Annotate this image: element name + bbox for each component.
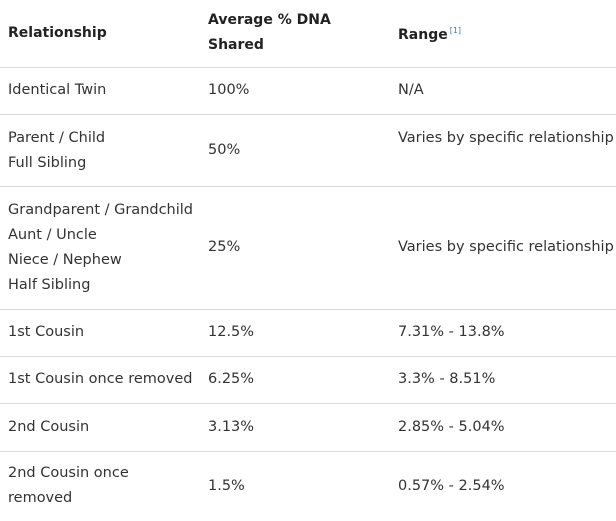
header-average-line-2: Shared — [208, 37, 264, 54]
relationship-line: Grandparent / Grandchild — [8, 201, 194, 218]
relationship-line: Half Sibling — [8, 276, 91, 293]
cell-average: 6.25% — [200, 356, 390, 404]
range-footnote-link[interactable]: [1] — [449, 26, 462, 36]
cell-average: 25% — [200, 186, 390, 310]
table-header-row: Relationship Average % DNA Shared Range[… — [0, 0, 616, 68]
cell-relationship: 1st Cousin once removed — [0, 356, 200, 404]
cell-range: 0.57% - 2.54% — [398, 477, 505, 494]
relationship-line: Identical Twin — [8, 82, 107, 98]
header-range: Range [1] — [390, 0, 616, 68]
relationship-line: Aunt / Uncle — [8, 226, 97, 243]
cell-average: 100% — [200, 67, 390, 115]
table-row: 1st Cousin 12.5% 7.31% - 13.8% — [0, 309, 616, 357]
relationship-line: removed — [8, 490, 73, 506]
table-row: Grandparent / Grandchild Aunt / Uncle Ni… — [0, 186, 616, 310]
table-row: Identical Twin 100% N/A — [0, 67, 616, 115]
relationship-line: 2nd Cousin — [8, 418, 90, 435]
header-range-label: Range — [398, 27, 448, 44]
cell-relationship: Parent / Child Full Sibling — [0, 114, 200, 187]
cell-average: 1.5% — [208, 477, 245, 494]
relationship-line: Niece / Nephew — [8, 251, 122, 268]
cell-relationship: Identical Twin — [0, 67, 200, 115]
relationship-line: 1st Cousin once removed — [8, 371, 193, 387]
relationship-line: 1st Cousin — [8, 324, 85, 340]
cell-average: 50% — [200, 114, 390, 187]
relationship-line: 2nd Cousin once — [8, 465, 129, 481]
cell-relationship: 2nd Cousin once removed — [0, 451, 200, 521]
cell-range: N/A — [390, 67, 616, 115]
cell-range: 2.85% - 5.04% — [390, 403, 616, 452]
table-row: 2nd Cousin 3.13% 2.85% - 5.04% — [0, 403, 616, 452]
cell-average: 12.5% — [200, 309, 390, 357]
header-relationship: Relationship — [0, 0, 200, 68]
table-row: 2nd Cousin once removed 1.5% 0.57% - 2.5… — [0, 451, 616, 521]
cell-relationship: 1st Cousin — [0, 309, 200, 357]
table-row: 1st Cousin once removed 6.25% 3.3% - 8.5… — [0, 356, 616, 404]
cell-range: Varies by specific relationship — [390, 186, 616, 310]
header-average-line-1: Average % DNA — [208, 12, 331, 29]
relationship-line: Parent / Child — [8, 129, 106, 146]
cell-range: 7.31% - 13.8% — [390, 309, 616, 357]
cell-relationship: Grandparent / Grandchild Aunt / Uncle Ni… — [0, 186, 200, 310]
table-row: Parent / Child Full Sibling 50% Varies b… — [0, 114, 616, 187]
cell-range: Varies by specific relationship — [390, 114, 616, 187]
header-average-dna-shared: Average % DNA Shared — [200, 0, 390, 68]
cell-relationship: 2nd Cousin — [0, 403, 200, 452]
cell-range: 3.3% - 8.51% — [390, 356, 616, 404]
relationship-line: Full Sibling — [8, 154, 87, 171]
cell-average: 3.13% — [200, 403, 390, 452]
